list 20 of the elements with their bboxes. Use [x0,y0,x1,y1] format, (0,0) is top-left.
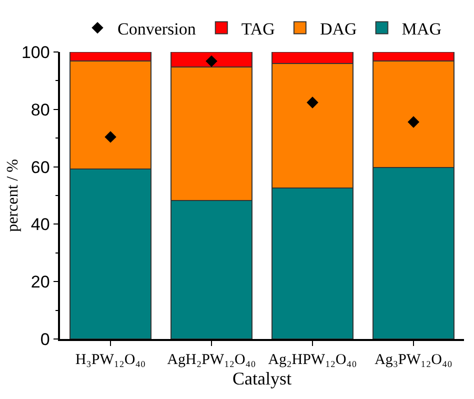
y-tick-label: 80 [30,100,50,120]
x-axis-title: Catalyst [232,368,292,388]
legend-label: DAG [320,19,357,38]
y-tick-label: 40 [30,215,50,234]
y-tick-label: 20 [30,272,50,292]
x-tick-label: Ag₂HPW₁₂O₄₀ [268,352,357,368]
legend-label: TAG [241,19,275,38]
point [104,131,116,143]
point [206,55,218,68]
point [306,96,318,108]
legend-label: MAG [402,19,442,38]
y-tick-label: 100 [21,42,50,62]
point [408,116,420,128]
x-tick-label: Ag₃PW₁₂O₄₀ [374,352,452,368]
y-tick-label: 0 [40,330,50,349]
x-tick-label: H₃PW₁₂O₄₀ [75,352,146,368]
x-tick-label: AgH₂PW₁₂O₄₀ [167,352,256,368]
y-axis-title: percent / % [4,159,22,232]
y-tick-label: 60 [30,158,50,177]
legend-label: Conversion [118,19,196,38]
